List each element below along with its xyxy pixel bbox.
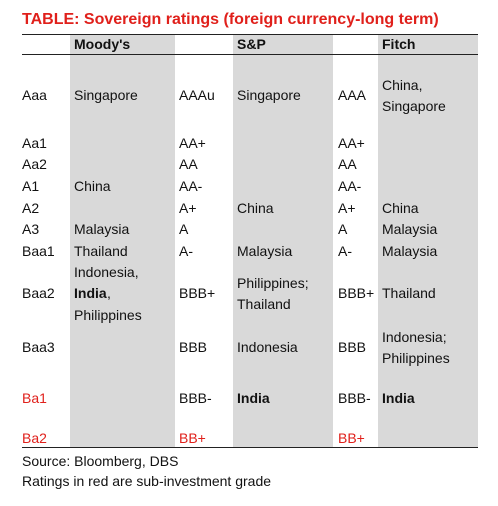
rating: BBB+ (338, 285, 375, 301)
column-header: S&P (237, 36, 266, 52)
rating: AAA (338, 87, 367, 103)
footnote: Ratings in red are sub-investment grade (22, 473, 272, 489)
issuer: Malaysia (382, 221, 438, 237)
rating: Aa1 (22, 135, 47, 151)
issuer: Thailand (237, 295, 291, 312)
rating: Ba2 (22, 430, 47, 446)
issuer: Philippines (74, 307, 142, 323)
rating: A (179, 221, 189, 237)
rule (22, 34, 478, 35)
rating: BB+ (338, 430, 365, 446)
rating: Baa3 (22, 339, 55, 355)
issuer: Singapore (237, 87, 301, 103)
issuer: China (74, 178, 111, 194)
rating: A+ (338, 200, 356, 216)
rating: BBB (338, 339, 367, 355)
shade (378, 35, 478, 447)
issuer: Malaysia (382, 243, 438, 259)
issuer: India (382, 390, 415, 406)
rating: AAAu (179, 87, 215, 103)
shade (233, 35, 333, 447)
issuer: China (382, 200, 419, 216)
rating: Aa2 (22, 156, 47, 172)
issuer: India (237, 390, 270, 406)
rating: AA- (179, 178, 203, 194)
rating: A1 (22, 178, 40, 194)
rating: A2 (22, 200, 40, 216)
footnote: Source: Bloomberg, DBS (22, 453, 179, 469)
rating: Aaa (22, 87, 47, 103)
rating: A- (179, 243, 193, 259)
issuer: Malaysia (74, 221, 130, 237)
issuer: Indonesia; (382, 328, 447, 345)
rating: BBB- (179, 390, 212, 406)
rule (22, 447, 478, 448)
issuer: India (74, 285, 107, 301)
rating: AA+ (179, 135, 206, 151)
rating: BBB- (338, 390, 371, 406)
rating: A3 (22, 221, 40, 237)
issuer: Singapore (382, 97, 446, 114)
issuer: Indonesia (237, 339, 298, 355)
issuer: China, (382, 76, 423, 93)
rating: AA+ (338, 135, 365, 151)
rating: A (338, 221, 348, 237)
rating: BBB+ (179, 285, 216, 301)
issuer: , (107, 285, 111, 301)
issuer: Philippines (382, 349, 450, 366)
issuer: Singapore (74, 87, 138, 103)
issuer: China (237, 200, 274, 216)
issuer: Thailand (382, 285, 436, 301)
issuer: Philippines; (237, 274, 309, 291)
rule (22, 54, 478, 55)
rating: AA- (338, 178, 362, 194)
issuer: Thailand (74, 243, 128, 259)
title: TABLE: Sovereign ratings (foreign curren… (22, 11, 439, 28)
rating: A+ (179, 200, 197, 216)
rating: AA (338, 156, 357, 172)
rating: Baa1 (22, 243, 55, 259)
issuer: Malaysia (237, 243, 293, 259)
column-header: Fitch (382, 36, 416, 52)
issuer: Indonesia, (74, 264, 139, 280)
rating: Baa2 (22, 285, 55, 301)
rating: A- (338, 243, 352, 259)
rating: BB+ (179, 430, 206, 446)
shade (70, 35, 175, 447)
rating: BBB (179, 339, 208, 355)
rating: Ba1 (22, 390, 47, 406)
column-header: Moody's (74, 36, 131, 52)
rating: AA (179, 156, 198, 172)
